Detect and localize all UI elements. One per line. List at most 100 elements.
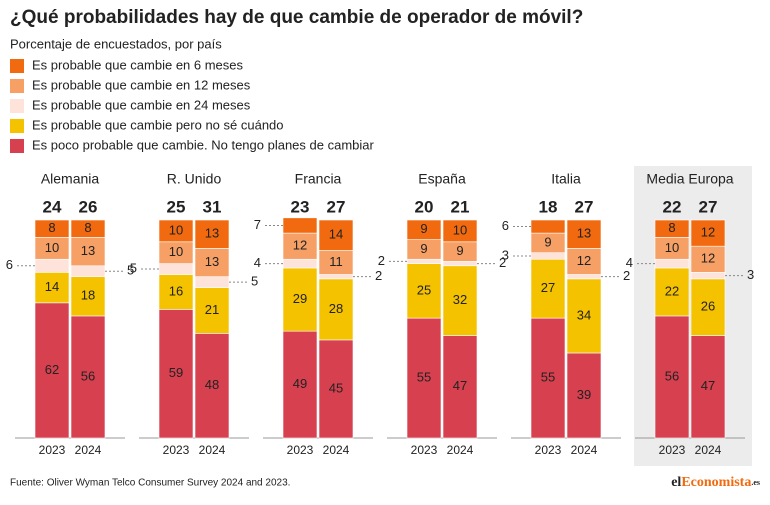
value-label: 8 — [668, 220, 675, 235]
value-label: 26 — [701, 299, 715, 314]
bar-segment — [34, 272, 70, 304]
value-label: 45 — [329, 380, 343, 395]
value-label: 27 — [541, 280, 555, 295]
value-label: 3 — [747, 267, 754, 282]
value-label: 21 — [205, 302, 219, 317]
total-label: 23 — [291, 197, 310, 216]
chart-title: ¿Qué probabilidades hay de que cambie de… — [10, 7, 583, 28]
value-label: 8 — [84, 220, 91, 235]
total-label: 20 — [415, 197, 434, 216]
group-label: Media Europa — [646, 171, 733, 187]
value-label: 5 — [130, 260, 137, 275]
bar-segment — [194, 287, 230, 334]
value-label: 8 — [48, 220, 55, 235]
brand-part: .es — [751, 478, 760, 487]
bar-segment — [34, 258, 70, 273]
bar-segment — [442, 219, 478, 243]
value-label: 7 — [254, 217, 261, 232]
bar-segment — [654, 219, 690, 238]
value-label: 22 — [665, 283, 679, 298]
value-label: 5 — [127, 263, 134, 278]
bar-segment — [530, 219, 566, 234]
bar-segment — [70, 276, 106, 317]
bar-segment — [690, 278, 726, 336]
bar-segment — [70, 315, 106, 439]
bar-segment — [318, 274, 354, 280]
bar-segment — [690, 245, 726, 273]
x-tick-label: 2023 — [163, 443, 190, 457]
bar-segment — [566, 278, 602, 354]
value-label: 39 — [577, 387, 591, 402]
bar-segment — [566, 274, 602, 280]
total-label: 31 — [203, 197, 222, 216]
legend-label: Es probable que cambie en 6 meses — [32, 57, 244, 72]
group-label: España — [418, 171, 466, 187]
value-label: 4 — [626, 255, 633, 270]
value-label: 49 — [293, 376, 307, 391]
value-label: 56 — [665, 368, 679, 383]
bar-segment — [318, 339, 354, 439]
bar-segment — [566, 352, 602, 439]
value-label: 2 — [375, 268, 382, 283]
x-tick-label: 2024 — [571, 443, 598, 457]
bar-segment — [406, 263, 442, 319]
value-label: 25 — [417, 282, 431, 297]
bar-segment — [70, 219, 106, 238]
brand: elEconomista.es — [671, 475, 760, 490]
value-label: 2 — [499, 255, 506, 270]
value-label: 47 — [701, 378, 715, 393]
bar-segment — [406, 219, 442, 240]
x-tick-label: 2023 — [535, 443, 562, 457]
value-label: 13 — [81, 243, 95, 258]
x-tick-label: 2024 — [695, 443, 722, 457]
total-label: 27 — [699, 197, 718, 216]
value-label: 9 — [456, 243, 463, 258]
bar-segment — [654, 258, 690, 269]
subtitle: Porcentaje de encuestados, por país — [10, 36, 222, 51]
bar-segment — [158, 309, 194, 439]
bar-segment — [566, 248, 602, 275]
value-label: 12 — [293, 238, 307, 253]
group-label: Italia — [551, 171, 581, 187]
value-label: 11 — [329, 254, 343, 269]
bar-segment — [70, 265, 106, 277]
bar-segment — [282, 232, 318, 260]
brand-part: Economista — [681, 475, 751, 490]
value-label: 5 — [251, 274, 258, 289]
bar-segment — [442, 335, 478, 439]
value-label: 16 — [169, 283, 183, 298]
legend-swatch — [10, 79, 24, 93]
legend-label: Es probable que cambie en 24 meses — [32, 97, 251, 112]
legend-swatch — [10, 139, 24, 153]
x-tick-label: 2023 — [411, 443, 438, 457]
bar-segment — [194, 333, 230, 439]
bar-segment — [158, 263, 194, 275]
source: Fuente: Oliver Wyman Telco Consumer Surv… — [10, 478, 290, 489]
bar-segment — [690, 272, 726, 280]
bar-segment — [194, 219, 230, 249]
group-label: Alemania — [41, 171, 100, 187]
value-label: 14 — [329, 227, 343, 242]
bar-segment — [530, 252, 566, 260]
bar-segment — [282, 217, 318, 234]
value-label: 47 — [453, 378, 467, 393]
bar-segment — [282, 258, 318, 269]
total-label: 18 — [539, 197, 558, 216]
bar-segment — [34, 219, 70, 238]
bar-segment — [282, 267, 318, 332]
value-label: 2 — [378, 253, 385, 268]
value-label: 3 — [502, 247, 509, 262]
x-tick-label: 2024 — [447, 443, 474, 457]
bar-segment — [690, 335, 726, 439]
bar-segment — [406, 258, 442, 264]
value-label: 10 — [453, 222, 467, 237]
bar-segment — [442, 265, 478, 336]
total-label: 22 — [663, 197, 682, 216]
legend-label: Es poco probable que cambie. No tengo pl… — [32, 137, 374, 152]
value-label: 12 — [701, 225, 715, 240]
group-label: R. Unido — [167, 171, 222, 187]
value-label: 34 — [577, 307, 591, 322]
bar-segment — [194, 248, 230, 277]
value-label: 4 — [254, 255, 261, 270]
legend-label: Es probable que cambie pero no sé cuándo — [32, 117, 284, 132]
